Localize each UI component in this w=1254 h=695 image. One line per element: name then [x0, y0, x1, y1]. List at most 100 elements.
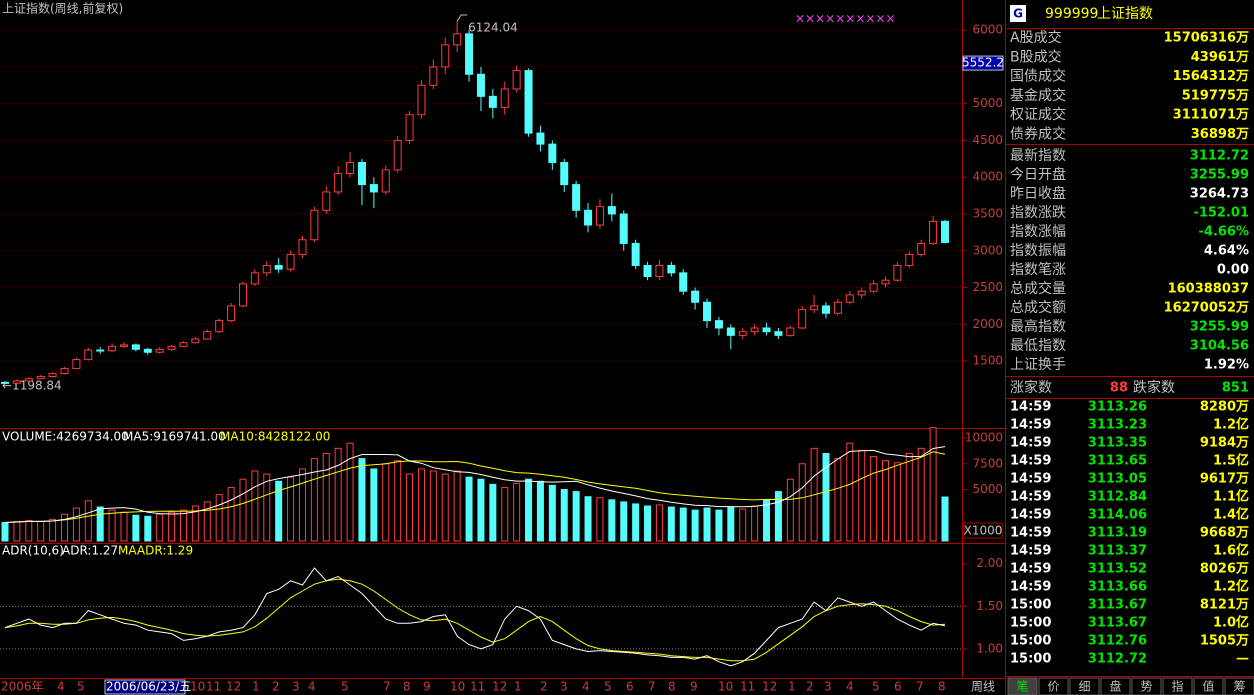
stat-value: 3112.72 [1190, 149, 1249, 164]
date-cursor-box [104, 679, 186, 695]
candle-body [584, 209, 593, 226]
candle-body [905, 253, 914, 266]
tab[interactable] [1100, 677, 1131, 695]
candle-body [155, 348, 164, 353]
y-tick-label: 5000 [972, 482, 1003, 496]
candle-body [822, 305, 831, 314]
x-tick-label: 7 [916, 680, 924, 694]
tick-time: 14:59 [1010, 400, 1051, 415]
x-tick-label: 3 [824, 680, 832, 694]
candle-body [881, 279, 890, 285]
y-tick-label: 7500 [972, 456, 1003, 470]
x-tick-label: 2006/06/23/五 [106, 680, 191, 694]
x-tick-label: 8 [938, 680, 946, 694]
tab[interactable] [1007, 677, 1038, 695]
candle-body [929, 220, 938, 244]
tab[interactable] [1069, 677, 1100, 695]
volume-bar [251, 470, 259, 542]
volume-bar [477, 478, 485, 542]
candle-body [524, 70, 533, 134]
candle-body [310, 209, 319, 241]
tab[interactable] [1131, 677, 1162, 695]
candle-body [453, 33, 462, 46]
ma10-title: MA10:8428122.00 [220, 430, 330, 444]
y-tick-label: 6000 [972, 23, 1003, 37]
x-tick-label: 4 [846, 680, 854, 694]
high-label: 6124.04 [468, 21, 518, 35]
cursor-label: 5552.2 [962, 56, 1004, 70]
volume-bar [13, 520, 21, 542]
candle-body [774, 331, 783, 336]
stat-value: 3104.56 [1190, 339, 1249, 354]
candle-body [607, 206, 616, 215]
volume-bar [786, 478, 794, 542]
candle-body [167, 345, 176, 350]
stat-value: 3255.99 [1190, 320, 1249, 335]
adr-title: ADR(10,6) [2, 544, 64, 558]
volume-bar [334, 447, 342, 542]
tick-volume: 9617万 [1200, 472, 1249, 487]
candle-body [357, 162, 366, 186]
candle-body [203, 331, 212, 340]
candle-body [48, 373, 57, 378]
candle-body [238, 283, 247, 307]
candle-body [857, 290, 866, 296]
tick-time: 15:00 [1010, 598, 1051, 613]
cursor-box [962, 55, 1004, 71]
volume-bar [584, 496, 592, 542]
chart-title: 上证指数(周线,前复权) [2, 1, 123, 16]
volume-bar [37, 520, 45, 542]
up-label: 涨家数 [1010, 379, 1052, 396]
x-tick-label: 9 [423, 680, 431, 694]
stat-label: 最新指数 [1010, 148, 1066, 164]
x-tick-label: 12 [762, 680, 777, 694]
candle-body [108, 345, 117, 352]
stat-label: 最低指数 [1010, 338, 1066, 354]
volume-bar [703, 507, 711, 542]
candle-body [512, 70, 521, 90]
tick-time: 14:59 [1010, 454, 1051, 469]
candle-body [36, 376, 45, 380]
volume-bar [798, 463, 806, 542]
candle-body [833, 301, 842, 314]
candle-body [536, 132, 545, 145]
candle-body [179, 342, 188, 347]
tick-volume: 9668万 [1200, 526, 1249, 541]
candle-body [322, 191, 331, 211]
x-tick-label: 3 [292, 680, 300, 694]
candle-body [845, 294, 854, 303]
x-tick-label: 9 [690, 680, 698, 694]
stock-code: 999999 [1045, 6, 1098, 22]
tick-time: 15:00 [1010, 616, 1051, 631]
tab[interactable] [1038, 677, 1069, 695]
tab[interactable] [1224, 677, 1254, 695]
maadr-line [4, 578, 946, 662]
candle-body [619, 213, 628, 244]
volume-bar [727, 506, 735, 542]
volume-bar [608, 499, 616, 542]
x-tick-label: 12 [492, 680, 507, 694]
volume-bar [287, 476, 295, 542]
volume-bar [417, 468, 425, 542]
tab[interactable] [1162, 677, 1193, 695]
candle-body [893, 264, 902, 281]
candle-body [691, 290, 700, 303]
adr-value-title: ADR:1.27 [62, 544, 118, 558]
tab[interactable] [1193, 677, 1224, 695]
stat-label: 总成交额 [1010, 299, 1066, 316]
candle-body [60, 367, 69, 375]
tick-price: 3113.52 [1088, 562, 1147, 577]
candle-body [369, 184, 378, 193]
volume-bar [346, 442, 354, 542]
volume-bar [620, 501, 628, 542]
candle-body [72, 359, 81, 369]
candle-body [655, 264, 664, 278]
x-tick-label: 2 [540, 680, 548, 694]
y-tick-label: 1.00 [976, 641, 1003, 655]
x-tick-label: 4 [308, 680, 316, 694]
candle-body [346, 162, 355, 175]
tick-price: 3113.19 [1088, 526, 1147, 541]
high-pointer [456, 14, 468, 22]
candle-body [215, 320, 224, 333]
